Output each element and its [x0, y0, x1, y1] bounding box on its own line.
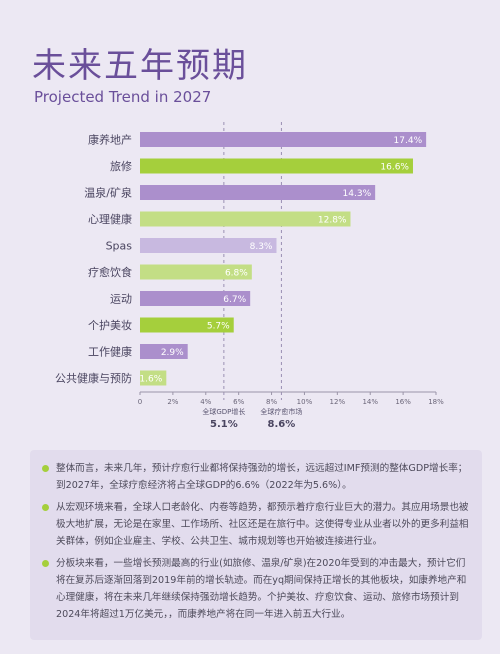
data-label: 12.8% — [318, 216, 347, 226]
bar — [140, 370, 167, 386]
note-item: 整体而言，未来几年，预计疗愈行业都将保持强劲的增长，远远超过IMF预测的整体GD… — [42, 460, 470, 494]
bar — [140, 158, 413, 174]
bar — [140, 344, 188, 359]
category-label: 心理健康 — [88, 212, 132, 226]
x-tick-label: 4% — [200, 398, 211, 406]
bar — [140, 132, 427, 147]
category-label: 康养地产 — [88, 133, 132, 147]
bar — [140, 291, 251, 306]
x-tick-label: 8% — [266, 398, 277, 406]
notes-panel: 整体而言，未来几年，预计疗愈行业都将保持强劲的增长，远远超过IMF预测的整体GD… — [30, 450, 482, 640]
category-label: 疗愈饮食 — [88, 265, 132, 279]
note-item: 从宏观环境来看，全球人口老龄化、内卷等趋势，都预示着疗愈行业巨大的潜力。其应用场… — [42, 499, 470, 550]
category-label: 公共健康与预防 — [55, 371, 132, 385]
data-label: 5.7% — [207, 322, 230, 332]
data-label: 17.4% — [394, 136, 423, 146]
bar — [140, 185, 376, 200]
bar — [140, 317, 234, 333]
bar — [140, 264, 252, 280]
x-tick-label: 14% — [362, 398, 378, 406]
category-label: 工作健康 — [88, 345, 132, 359]
x-tick-label: 6% — [233, 398, 244, 406]
category-label: Spas — [106, 240, 133, 253]
data-label: 16.6% — [380, 163, 409, 173]
bar-chart: 康养地产 17.4% 旅修 16.6% 温泉/矿泉 14.3% 心理健康 12.8% Spas 8… — [55, 122, 444, 430]
data-label: 6.7% — [223, 295, 246, 305]
reference-value: 8.6% — [268, 419, 296, 430]
page-subtitle: Projected Trend in 2027 — [34, 88, 212, 106]
data-label: 6.8% — [225, 269, 248, 279]
data-label: 8.3% — [250, 242, 273, 252]
data-label: 1.6% — [139, 375, 162, 385]
reference-label: 全球疗愈市场 — [260, 407, 302, 416]
bar — [140, 211, 351, 227]
x-tick-label: 18% — [428, 398, 444, 406]
x-tick-label: 16% — [395, 398, 411, 406]
category-label: 运动 — [110, 293, 132, 306]
x-tick-label: 12% — [330, 398, 346, 406]
reference-label: 全球GDP增长 — [202, 407, 245, 416]
data-label: 14.3% — [343, 189, 372, 199]
category-label: 温泉/矿泉 — [84, 186, 132, 200]
category-label: 旅修 — [110, 159, 132, 173]
data-label: 2.9% — [161, 348, 184, 358]
page-title: 未来五年预期 — [32, 46, 248, 86]
x-tick-label: 10% — [297, 398, 313, 406]
reference-value: 5.1% — [210, 419, 238, 430]
note-item: 分板块来看，一些增长预测最高的行业(如旅修、温泉/矿泉)在2020年受到的冲击最… — [42, 555, 470, 623]
category-label: 个护美妆 — [88, 318, 132, 332]
bar — [140, 238, 277, 253]
x-tick-label: 0 — [138, 398, 142, 406]
x-tick-label: 2% — [167, 398, 178, 406]
